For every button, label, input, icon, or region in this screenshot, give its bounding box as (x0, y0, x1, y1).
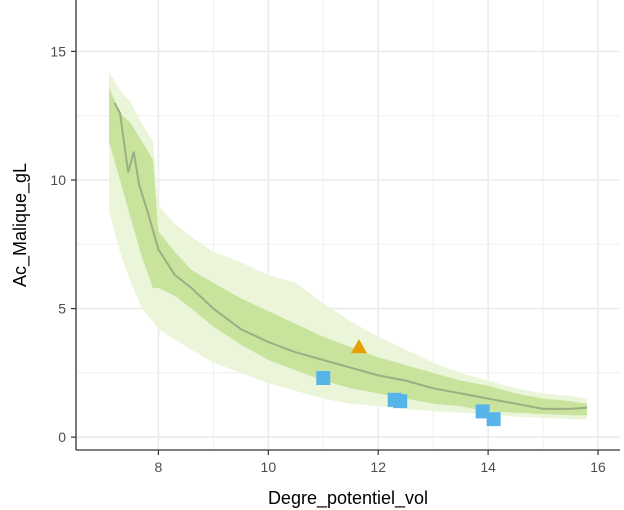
y-tick-label: 5 (58, 301, 66, 317)
grid-minor (76, 0, 620, 450)
y-axis-ticks: 0 5 10 15 (50, 43, 76, 445)
square-point (486, 412, 501, 427)
square-point (316, 371, 331, 385)
x-axis-ticks: 8 10 12 14 16 (155, 450, 606, 475)
x-tick-label: 14 (480, 459, 496, 475)
median-line (113, 102, 588, 410)
x-tick-label: 16 (590, 459, 606, 475)
square-point (393, 394, 408, 409)
inner-confidence-band (109, 87, 587, 416)
triangle-point (350, 339, 367, 354)
square-point (475, 404, 490, 419)
y-axis-title: Ac_Malique_gL (10, 163, 31, 287)
x-axis-title: Degre_potentiel_vol (268, 488, 428, 509)
x-tick-label: 12 (370, 459, 386, 475)
data-points (316, 339, 501, 427)
y-tick-label: 15 (50, 43, 66, 59)
y-tick-label: 0 (58, 429, 66, 445)
x-tick-label: 10 (261, 459, 277, 475)
y-tick-label: 10 (50, 172, 66, 188)
x-tick-label: 8 (155, 459, 163, 475)
